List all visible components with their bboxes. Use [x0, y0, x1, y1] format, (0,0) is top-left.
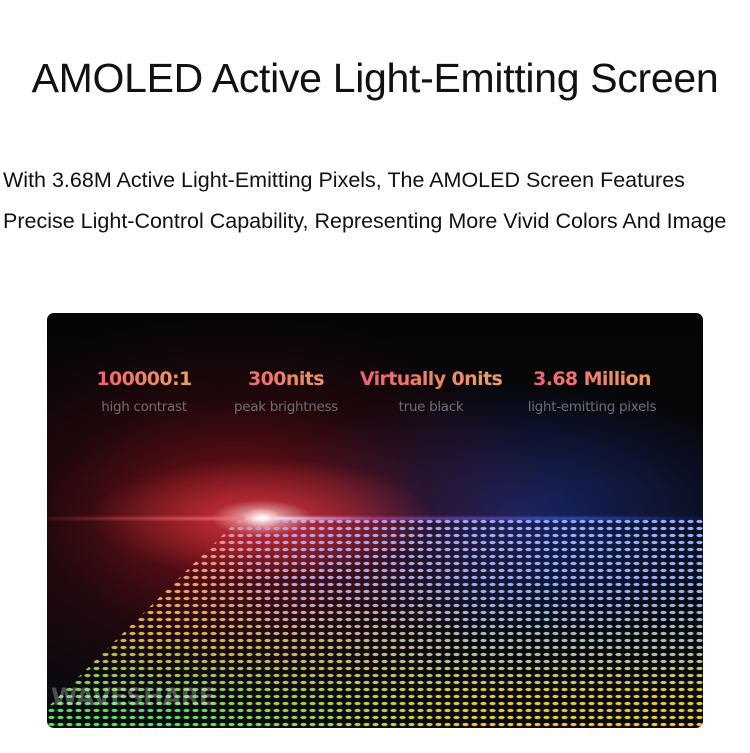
page-title: AMOLED Active Light-Emitting Screen: [31, 55, 719, 101]
stat-brightness: 300nits peak brightness: [234, 368, 338, 415]
stats-row: 100000:1 high contrast 300nits peak brig…: [47, 368, 703, 428]
stat-pixels: 3.68 Million light-emitting pixels: [527, 368, 657, 415]
light-flare-line: [47, 517, 703, 520]
stat-label: light-emitting pixels: [527, 399, 657, 415]
stat-value: 100000:1: [96, 368, 192, 390]
watermark-logo: WAVESHARE: [51, 683, 215, 711]
stat-value: 300nits: [234, 368, 338, 390]
stat-label: true black: [398, 399, 464, 415]
amoled-feature-banner: 100000:1 high contrast 300nits peak brig…: [47, 313, 703, 728]
stat-value: 3.68 Million: [528, 368, 656, 390]
light-flare-glow: [242, 508, 282, 528]
stat-label: peak brightness: [234, 399, 338, 415]
stat-black: Virtually 0nits true black: [359, 368, 503, 415]
stat-label: high contrast: [101, 399, 187, 415]
description: With 3.68M Active Light-Emitting Pixels,…: [3, 168, 727, 233]
stat-contrast: 100000:1 high contrast: [96, 368, 192, 415]
stat-value: Virtually 0nits: [359, 368, 503, 390]
